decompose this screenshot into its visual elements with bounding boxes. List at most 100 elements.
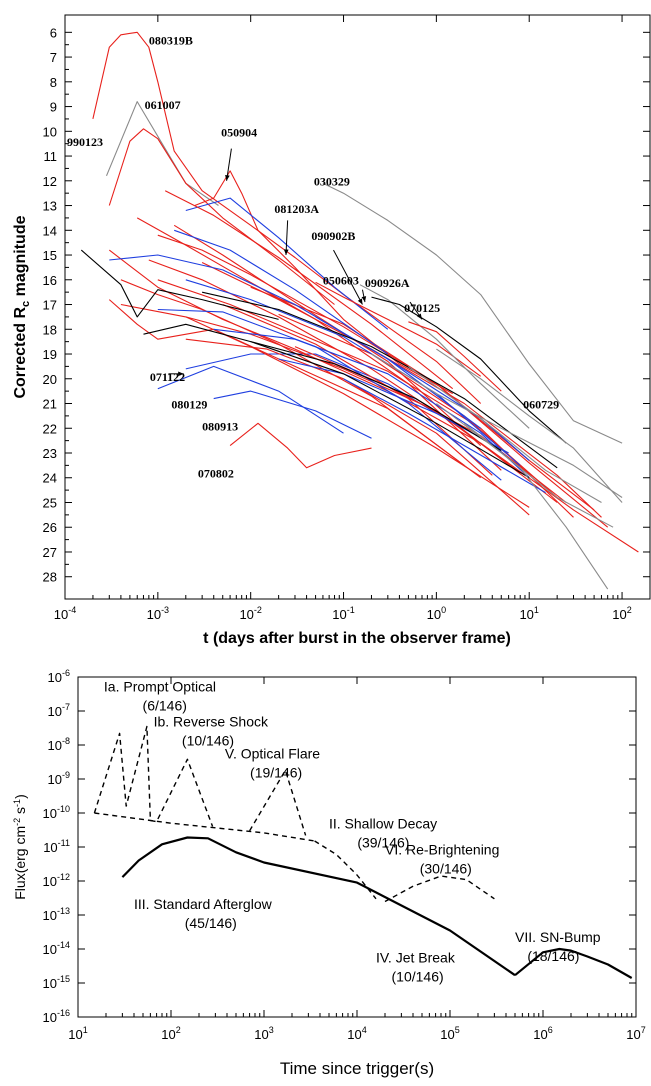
bottom-y-tick-label-7-base: 10 [43, 908, 57, 923]
top-chart: 6789101112131415161718192021222324252627… [12, 14, 651, 647]
top-arrow-head-4 [416, 313, 422, 320]
top-series-line-39 [174, 229, 389, 355]
top-series-line-090902B [315, 281, 482, 377]
bottom-x-tick-label-4-exp: 5 [455, 1025, 460, 1035]
top-annotation-061007: 061007 [145, 98, 181, 112]
top-series-line-080319B [92, 31, 482, 404]
bottom-x-tick-label-3-base: 10 [347, 1027, 361, 1042]
bottom-chart: 10-610-710-810-910-1010-1110-1210-1310-1… [12, 668, 646, 1078]
bottom-x-tick-label-2: 103 [254, 1025, 273, 1042]
top-x-tick-label-1-exp: -3 [161, 605, 169, 615]
top-series-line-060729 [436, 348, 623, 503]
top-annotation-090902B: 090902B [311, 229, 355, 243]
bottom-x-tick-label-0-base: 10 [68, 1027, 82, 1042]
top-y-tick-label-3: 9 [50, 100, 57, 115]
top-series-line-070125 [408, 321, 502, 392]
bottom-x-tick-label-6-exp: 7 [641, 1025, 646, 1035]
bottom-y-tick-label-9: 10-15 [43, 974, 70, 991]
bottom-x-tick-label-5: 106 [533, 1025, 552, 1042]
bottom-y-tick-label-2-exp: -8 [62, 736, 70, 746]
bottom-y-tick-label-3: 10-9 [48, 770, 70, 787]
top-annotation-090926A: 090926A [365, 276, 410, 290]
top-series-line-45 [408, 365, 602, 503]
bottom-y-tick-label-6-base: 10 [43, 874, 57, 889]
top-annotation-060729: 060729 [523, 397, 559, 411]
bottom-x-tick-label-2-base: 10 [254, 1027, 268, 1042]
bottom-y-tick-label-0-exp: -6 [62, 668, 70, 678]
bottom-y-tick-label-4-exp: -10 [57, 804, 70, 814]
bottom-annotation-0-title: Ia. Prompt Optical [104, 678, 216, 694]
top-series-line-37 [315, 316, 530, 461]
top-annotation-050603: 050603 [323, 274, 359, 288]
top-x-tick-label-4: 100 [427, 605, 446, 622]
top-annotation-080129: 080129 [171, 397, 207, 411]
bottom-x-tick-label-4-base: 10 [440, 1027, 454, 1042]
top-y-tick-label-22: 28 [43, 570, 57, 585]
bottom-series-solid-5 [121, 836, 516, 977]
bottom-annotation-6-count: (10/146) [392, 969, 444, 985]
top-y-label-sub: c [20, 301, 32, 307]
bottom-y-tick-label-4-base: 10 [43, 806, 57, 821]
top-annotation-080319B: 080319B [149, 34, 193, 48]
bottom-y-label-mid: s [12, 807, 28, 818]
bottom-series-dashed-0 [93, 725, 214, 827]
top-series-line-40 [80, 249, 279, 320]
bottom-annotation-6-title: IV. Jet Break [376, 950, 456, 966]
bottom-x-tick-label-1: 102 [161, 1025, 180, 1042]
bottom-y-tick-label-6: 10-12 [43, 872, 70, 889]
bottom-x-tick-label-1-base: 10 [161, 1027, 175, 1042]
bottom-y-tick-label-2-base: 10 [48, 738, 62, 753]
top-y-tick-label-12: 18 [43, 322, 57, 337]
bottom-annotation-1-title: Ib. Reverse Shock [154, 714, 269, 730]
bottom-series-dashed-3 [314, 840, 377, 900]
bottom-x-tick-label-3: 104 [347, 1025, 366, 1042]
bottom-y-tick-label-8-exp: -14 [57, 940, 70, 950]
bottom-annotations: Ia. Prompt Optical (6/146)Ib. Reverse Sho… [104, 678, 601, 984]
top-x-tick-label-2-exp: -2 [254, 605, 262, 615]
top-annotation-070125: 070125 [404, 301, 440, 315]
top-y-tick-label-2: 8 [50, 75, 57, 90]
bottom-y-tick-label-1-base: 10 [48, 704, 62, 719]
bottom-y-label-suffix: ) [12, 794, 28, 799]
top-y-tick-label-19: 25 [43, 495, 57, 510]
top-annotation-990123: 990123 [67, 135, 103, 149]
bottom-x-tick-label-4: 105 [440, 1025, 459, 1042]
top-x-tick-label-6-base: 10 [612, 607, 626, 622]
top-series-line-050603 [359, 284, 530, 429]
top-series-line-32 [109, 254, 482, 429]
top-series [80, 31, 639, 590]
top-series-line-16 [120, 303, 530, 508]
bottom-annotation-3-count: (39/146) [357, 835, 409, 851]
bottom-x-tick-label-5-exp: 6 [548, 1025, 553, 1035]
bottom-y-tick-label-0-base: 10 [48, 670, 62, 685]
top-series-line-27 [250, 286, 595, 511]
top-y-tick-label-6: 12 [43, 174, 57, 189]
top-y-axis-label: Corrected Rc magnitude [12, 215, 32, 398]
bottom-y-tick-label-9-exp: -15 [57, 974, 70, 984]
bottom-annotation-7-title: VII. SN-Bump [515, 929, 601, 945]
top-annotation-050904: 050904 [221, 125, 257, 139]
bottom-y-tick-label-8-base: 10 [43, 942, 57, 957]
bottom-annotation-4-count: (30/146) [420, 861, 472, 877]
top-y-label-main: Corrected R [12, 307, 29, 399]
top-y-tick-label-20: 26 [43, 520, 57, 535]
bottom-y-label-main: Flux(erg cm [12, 826, 28, 900]
top-series-line-34 [185, 279, 521, 466]
top-x-tick-label-3-base: 10 [332, 607, 346, 622]
bottom-y-tick-label-5-exp: -11 [58, 838, 70, 848]
bottom-y-label-sup1: -2 [12, 818, 22, 826]
bottom-series-dashed-4 [384, 875, 495, 903]
top-x-tick-label-0-exp: -4 [68, 605, 76, 615]
bottom-x-tick-label-0: 101 [68, 1025, 87, 1042]
bottom-y-label-sup2: -1 [12, 799, 22, 807]
top-y-tick-label-21: 27 [43, 545, 57, 560]
top-series-line-30 [164, 190, 454, 390]
top-series-line-21 [157, 279, 574, 518]
top-y-tick-label-15: 21 [43, 397, 57, 412]
top-annotation-070802: 070802 [198, 467, 234, 481]
bottom-y-tick-label-9-base: 10 [43, 976, 57, 991]
top-plot-frame [64, 14, 651, 600]
top-x-tick-label-1: 10-3 [147, 605, 169, 622]
bottom-y-tick-label-7-exp: -13 [57, 906, 70, 916]
